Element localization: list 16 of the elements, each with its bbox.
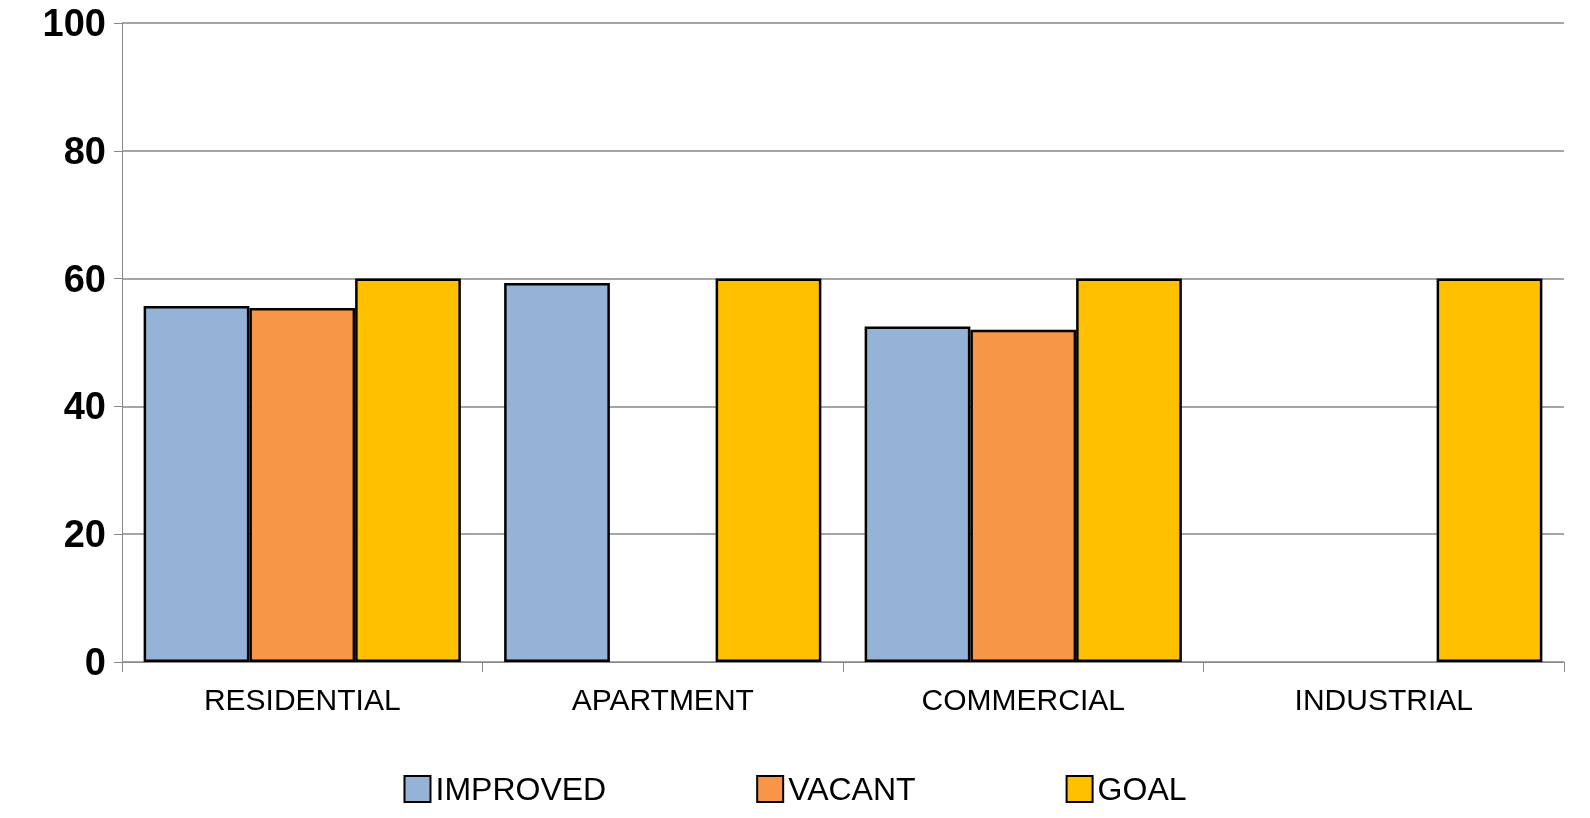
y-tick-label: 0 xyxy=(84,641,106,683)
x-tick-label: RESIDENTIAL xyxy=(203,682,401,716)
bar xyxy=(715,278,822,662)
y-tick-label: 60 xyxy=(63,257,106,300)
y-tick-label: 100 xyxy=(42,2,106,44)
x-tick-label: COMMERCIAL xyxy=(921,682,1125,716)
bar xyxy=(504,283,610,662)
y-tick-label: 20 xyxy=(63,513,106,556)
y-tick-label: 80 xyxy=(63,129,106,172)
y-tick-label: 40 xyxy=(63,385,106,428)
x-tick-label: INDUSTRIAL xyxy=(1294,682,1473,716)
legend-label: VACANT xyxy=(788,771,916,807)
legend-label: GOAL xyxy=(1097,771,1187,807)
legend-label: IMPROVED xyxy=(435,771,607,807)
bar xyxy=(1436,278,1543,662)
x-tick-label: APARTMENT xyxy=(571,682,754,716)
